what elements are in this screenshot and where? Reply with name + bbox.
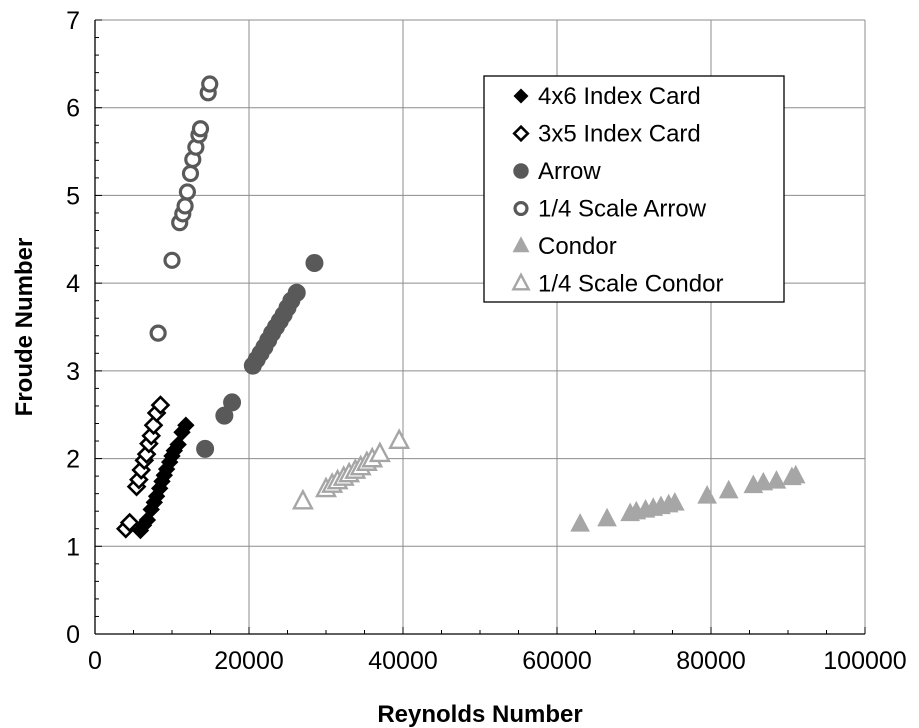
data-point — [766, 470, 787, 489]
x-tick-label: 100000 — [823, 647, 906, 675]
y-tick-label: 4 — [66, 270, 80, 298]
data-point — [718, 479, 739, 499]
series-3 — [196, 253, 324, 458]
data-point — [570, 513, 590, 532]
data-point — [287, 283, 306, 302]
series-4 — [149, 75, 219, 342]
data-point — [181, 164, 200, 183]
series-1 — [131, 416, 195, 540]
legend-marker — [513, 88, 529, 104]
data-point — [785, 464, 806, 484]
x-tick-label: 60000 — [522, 647, 592, 675]
x-tick-label: 80000 — [676, 647, 746, 675]
legend-label: Arrow — [538, 158, 601, 185]
x-axis-title: Reynolds Number — [377, 701, 582, 728]
data-point — [149, 324, 167, 342]
x-tick-label: 20000 — [214, 647, 284, 675]
legend-marker — [512, 124, 530, 143]
data-point — [196, 439, 215, 458]
y-tick-label: 5 — [66, 182, 80, 210]
y-axis-title: Froude Number — [11, 238, 38, 417]
data-point — [150, 395, 171, 415]
legend-marker — [513, 163, 529, 179]
y-tick-label: 1 — [66, 533, 80, 561]
data-point — [753, 471, 774, 491]
data-points — [115, 75, 806, 540]
legend-marker — [513, 200, 529, 217]
data-point — [178, 183, 196, 201]
data-point — [388, 428, 411, 450]
y-tick-label: 6 — [66, 95, 80, 123]
data-point — [597, 507, 617, 527]
series-5 — [570, 464, 806, 532]
data-point — [223, 393, 242, 412]
data-point — [291, 488, 314, 510]
data-point — [305, 253, 324, 272]
data-point — [664, 492, 685, 511]
legend: 4x6 Index Card 3x5 Index Card Arrow 1/4 Sca… — [483, 75, 785, 303]
data-point — [191, 120, 210, 138]
data-point — [201, 75, 219, 93]
data-point — [177, 416, 195, 434]
series-6 — [291, 428, 411, 510]
legend-box — [483, 75, 785, 303]
x-tick-label: 40000 — [368, 647, 438, 675]
legend-marker — [511, 272, 531, 291]
data-point — [697, 485, 717, 504]
axes: 0 1 2 3 4 5 6 7 0 20000 40000 60000 80000 100000 — [66, 7, 907, 675]
data-point — [163, 251, 181, 269]
x-tick-label: 0 — [88, 647, 102, 675]
data-point — [119, 512, 140, 533]
legend-label: 3x5 Index Card — [538, 121, 701, 148]
legend-label: Condor — [538, 233, 617, 260]
data-point — [368, 441, 391, 463]
data-point — [176, 197, 194, 215]
legend-label: 1/4 Scale Arrow — [538, 196, 707, 223]
legend-label: 1/4 Scale Condor — [538, 271, 723, 298]
legend-marker — [512, 236, 530, 253]
y-tick-label: 3 — [66, 358, 80, 386]
y-tick-label: 0 — [66, 621, 80, 649]
y-tick-label: 2 — [66, 446, 80, 474]
y-tick-label: 7 — [66, 7, 80, 35]
series-2 — [115, 395, 171, 539]
legend-label: 4x6 Index Card — [538, 83, 701, 110]
